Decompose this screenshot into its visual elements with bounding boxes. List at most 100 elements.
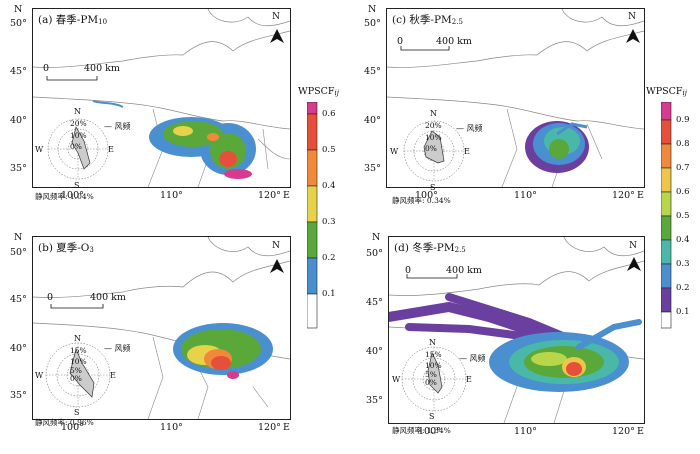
x-tick-b-110: 110°: [160, 422, 183, 433]
rose-ring-c-0: 20%: [425, 121, 442, 130]
north-arrow-c: [626, 29, 640, 43]
map-b: [33, 237, 290, 419]
rose-dir-d-n: N: [429, 338, 436, 347]
scale-right-d: 400 km: [446, 265, 482, 276]
y-tick-a-50: 50°: [10, 18, 27, 29]
legend-right-tick-8: 0.1: [676, 307, 690, 317]
wind-rose-c: [403, 120, 465, 182]
y-tick-c-35: 35°: [364, 163, 381, 174]
legend-right-swatch-7: [661, 263, 672, 289]
y-tick-b-45: 45°: [10, 294, 27, 305]
x-tick-b-100: 100°: [61, 422, 84, 433]
legend-right-swatch-0: [661, 102, 672, 121]
scale-bar-a: [46, 76, 98, 81]
wind-rose-b: [45, 342, 111, 408]
y-unit-a: N: [14, 4, 23, 15]
rose-dir-a-w: W: [35, 145, 44, 154]
map-frame-a: [32, 8, 291, 188]
rose-ring-b-0: 15%: [70, 346, 87, 355]
y-tick-b-50: 50°: [10, 247, 27, 258]
scale-right-b: 400 km: [90, 292, 126, 303]
north-label-c: N: [628, 12, 636, 22]
rose-dir-d-e: E: [466, 375, 472, 384]
scale-right-a: 400 km: [84, 63, 120, 74]
y-unit-b: N: [14, 232, 23, 243]
panel-title-d: (d) 冬季-PM2.5: [394, 242, 466, 254]
legend-right-tick-2: 0.7: [676, 163, 690, 173]
rose-ring-a-1: 10%: [70, 131, 87, 140]
rose-ring-a-0: 20%: [70, 119, 87, 128]
legend-left-tick-0: 0.6: [322, 109, 336, 119]
legend-left-bar: [307, 102, 318, 329]
legend-left-tick-5: 0.1: [322, 289, 336, 299]
scale-bar-b: [50, 304, 104, 309]
legend-right-swatch-2: [661, 143, 672, 169]
rose-ring-b-1: 10%: [70, 357, 87, 366]
north-arrow-d: [627, 257, 641, 271]
legend-left-swatch-5: [307, 257, 318, 295]
rose-ring-b-2: 5%: [70, 366, 82, 375]
rose-ring-d-2: 5%: [425, 370, 437, 379]
legend-right-swatch-6: [661, 239, 672, 265]
rose-legend-a: — 风频: [104, 122, 131, 131]
y-tick-d-40: 40°: [366, 346, 383, 357]
rose-ring-d-3: 0%: [425, 378, 437, 387]
map-d: [389, 237, 644, 423]
map-frame-c: [386, 8, 645, 188]
panel-title-c: (c) 秋季-PM2.5: [392, 14, 463, 26]
legend-left-title: WPSCFij: [298, 86, 339, 97]
x-tick-d-110: 110°: [514, 426, 537, 437]
north-label-b: N: [272, 241, 280, 251]
y-tick-d-35: 35°: [366, 395, 383, 406]
legend-right-bar: [661, 102, 672, 329]
legend-right-swatch-9: [661, 311, 672, 329]
legend-right-swatch-4: [661, 191, 672, 217]
x-tick-d-100: 100°: [418, 426, 441, 437]
legend-left-tick-2: 0.4: [322, 181, 336, 191]
calm-freq-d: 静风频率: 1.34%: [392, 426, 451, 435]
wind-rose-a: [47, 118, 109, 180]
legend-left-swatch-4: [307, 221, 318, 259]
panel-title-b: (b) 夏季-O3: [38, 242, 94, 254]
y-tick-c-50: 50°: [364, 18, 381, 29]
y-tick-d-45: 45°: [366, 297, 383, 308]
x-unit-d: E: [637, 426, 644, 437]
rose-dir-b-n: N: [74, 334, 81, 343]
legend-right-swatch-3: [661, 167, 672, 193]
y-tick-a-40: 40°: [10, 115, 27, 126]
x-unit-b: E: [283, 422, 290, 433]
y-tick-b-40: 40°: [10, 343, 27, 354]
panel-title-a: (a) 春季-PM10: [38, 14, 108, 26]
legend-right-tick-0: 0.9: [676, 115, 690, 125]
x-tick-a-110: 110°: [160, 190, 183, 201]
calm-freq-a: 静风频率: 1.04%: [35, 192, 94, 201]
rose-ring-b-3: 0%: [70, 374, 82, 383]
calm-freq-c: 静风频率: 0.34%: [392, 196, 451, 205]
map-frame-b: [32, 236, 291, 420]
rose-dir-c-e: E: [464, 147, 470, 156]
rose-ring-a-2: 0%: [70, 142, 82, 151]
calm-freq-b: 静风频率: 0.96%: [35, 418, 94, 427]
legend-left-tick-3: 0.3: [322, 217, 336, 227]
map-c: [387, 9, 644, 187]
rose-legend-c: — 风频: [456, 124, 483, 133]
y-tick-b-35: 35°: [10, 390, 27, 401]
scale-right-c: 400 km: [436, 36, 472, 47]
x-tick-c-100: 100°: [415, 190, 438, 201]
scale-bar-d: [406, 274, 458, 279]
rose-dir-a-n: N: [74, 107, 81, 116]
rose-legend-d: — 风频: [459, 354, 486, 363]
legend-left-tick-4: 0.2: [322, 253, 336, 263]
legend-right-swatch-8: [661, 287, 672, 313]
rose-dir-a-s: S: [74, 181, 80, 190]
x-tick-a-120: 120°: [258, 190, 281, 201]
legend-right-swatch-5: [661, 215, 672, 241]
rose-dir-b-w: W: [35, 371, 44, 380]
north-arrow-b: [270, 259, 284, 273]
legend-left-swatch-1: [307, 113, 318, 151]
rose-ring-d-1: 10%: [425, 361, 442, 370]
legend-right-tick-1: 0.8: [676, 139, 690, 149]
north-arrow-a: [270, 29, 284, 43]
scale-bar-c: [400, 46, 450, 51]
map-a: [33, 9, 290, 187]
